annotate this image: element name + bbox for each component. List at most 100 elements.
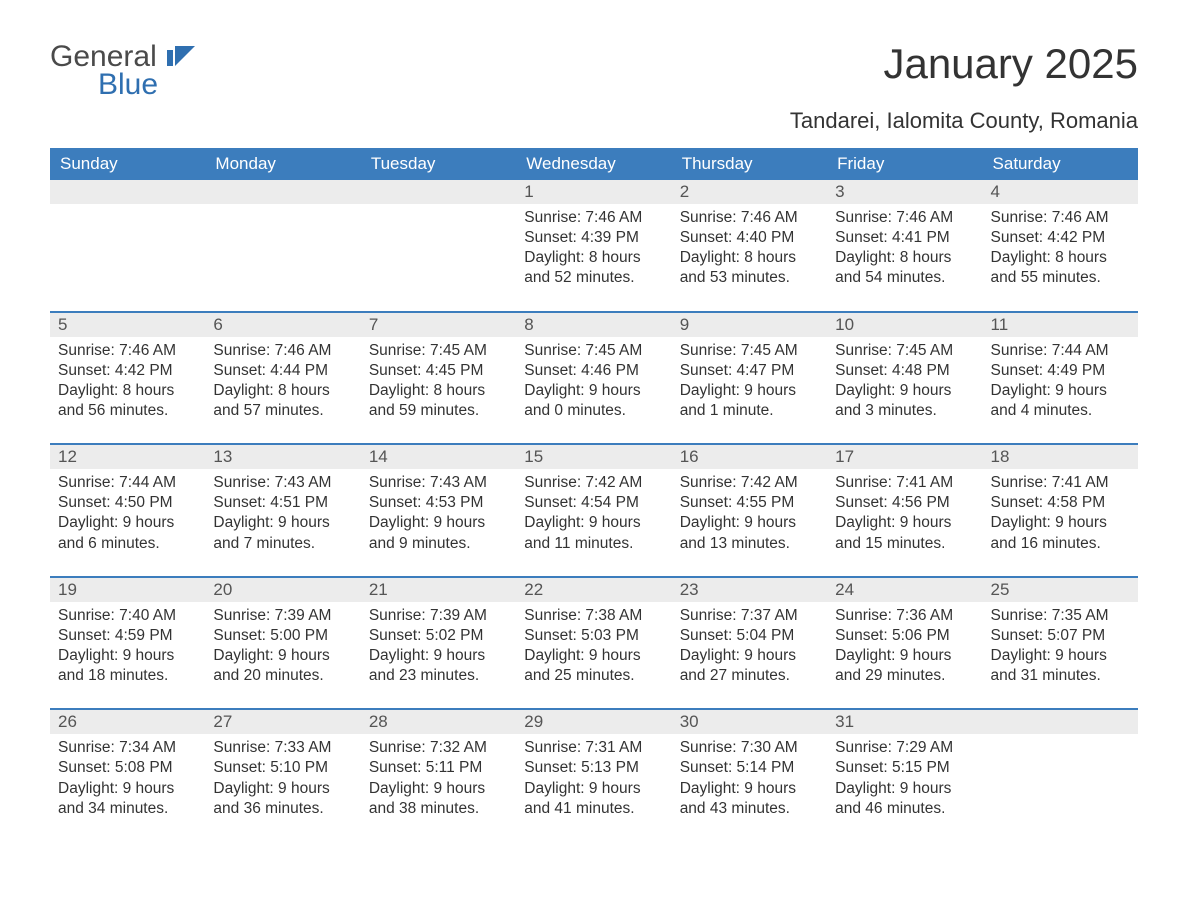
day-cell: 26Sunrise: 7:34 AMSunset: 5:08 PMDayligh… [50, 710, 205, 827]
day-sunrise: Sunrise: 7:38 AM [524, 606, 663, 626]
day-body: Sunrise: 7:46 AMSunset: 4:40 PMDaylight:… [672, 204, 827, 297]
day-sunset: Sunset: 5:15 PM [835, 758, 974, 778]
day-sunrise: Sunrise: 7:40 AM [58, 606, 197, 626]
day-body: Sunrise: 7:46 AMSunset: 4:42 PMDaylight:… [50, 337, 205, 430]
day-body: Sunrise: 7:44 AMSunset: 4:50 PMDaylight:… [50, 469, 205, 562]
day-sunrise: Sunrise: 7:44 AM [58, 473, 197, 493]
day-number: 23 [672, 578, 827, 602]
day-body: Sunrise: 7:29 AMSunset: 5:15 PMDaylight:… [827, 734, 982, 827]
weekday-header-cell: Saturday [983, 148, 1138, 180]
day-sunset: Sunset: 4:45 PM [369, 361, 508, 381]
day-number: 12 [50, 445, 205, 469]
day-cell: 2Sunrise: 7:46 AMSunset: 4:40 PMDaylight… [672, 180, 827, 297]
day-sunset: Sunset: 5:08 PM [58, 758, 197, 778]
day-body: Sunrise: 7:46 AMSunset: 4:42 PMDaylight:… [983, 204, 1138, 297]
day-cell: 24Sunrise: 7:36 AMSunset: 5:06 PMDayligh… [827, 578, 982, 695]
day-sunrise: Sunrise: 7:45 AM [524, 341, 663, 361]
day-d1: Daylight: 9 hours [835, 513, 974, 533]
day-cell: 21Sunrise: 7:39 AMSunset: 5:02 PMDayligh… [361, 578, 516, 695]
day-sunrise: Sunrise: 7:46 AM [835, 208, 974, 228]
day-sunrise: Sunrise: 7:35 AM [991, 606, 1130, 626]
day-d1: Daylight: 9 hours [369, 513, 508, 533]
day-sunset: Sunset: 5:14 PM [680, 758, 819, 778]
day-number: 8 [516, 313, 671, 337]
day-number: 16 [672, 445, 827, 469]
day-sunrise: Sunrise: 7:45 AM [835, 341, 974, 361]
day-d1: Daylight: 9 hours [58, 646, 197, 666]
day-d2: and 11 minutes. [524, 534, 663, 554]
day-d2: and 46 minutes. [835, 799, 974, 819]
day-number: 20 [205, 578, 360, 602]
day-d1: Daylight: 9 hours [835, 381, 974, 401]
day-sunrise: Sunrise: 7:46 AM [213, 341, 352, 361]
day-d2: and 27 minutes. [680, 666, 819, 686]
day-number: 10 [827, 313, 982, 337]
day-d2: and 52 minutes. [524, 268, 663, 288]
day-number: 27 [205, 710, 360, 734]
day-sunrise: Sunrise: 7:36 AM [835, 606, 974, 626]
day-number: 14 [361, 445, 516, 469]
day-sunrise: Sunrise: 7:44 AM [991, 341, 1130, 361]
day-body: Sunrise: 7:38 AMSunset: 5:03 PMDaylight:… [516, 602, 671, 695]
day-d2: and 7 minutes. [213, 534, 352, 554]
day-body: Sunrise: 7:39 AMSunset: 5:02 PMDaylight:… [361, 602, 516, 695]
day-d2: and 20 minutes. [213, 666, 352, 686]
day-body: Sunrise: 7:46 AMSunset: 4:39 PMDaylight:… [516, 204, 671, 297]
day-cell: 17Sunrise: 7:41 AMSunset: 4:56 PMDayligh… [827, 445, 982, 562]
day-cell: 20Sunrise: 7:39 AMSunset: 5:00 PMDayligh… [205, 578, 360, 695]
day-d1: Daylight: 8 hours [213, 381, 352, 401]
day-sunset: Sunset: 4:47 PM [680, 361, 819, 381]
day-d2: and 59 minutes. [369, 401, 508, 421]
day-sunset: Sunset: 4:39 PM [524, 228, 663, 248]
day-cell [205, 180, 360, 297]
day-number: 29 [516, 710, 671, 734]
day-body: Sunrise: 7:46 AMSunset: 4:44 PMDaylight:… [205, 337, 360, 430]
day-d2: and 0 minutes. [524, 401, 663, 421]
day-number: 22 [516, 578, 671, 602]
day-d2: and 1 minute. [680, 401, 819, 421]
day-sunset: Sunset: 4:58 PM [991, 493, 1130, 513]
day-sunset: Sunset: 4:40 PM [680, 228, 819, 248]
day-body: Sunrise: 7:41 AMSunset: 4:58 PMDaylight:… [983, 469, 1138, 562]
day-cell: 15Sunrise: 7:42 AMSunset: 4:54 PMDayligh… [516, 445, 671, 562]
day-cell: 11 Sunrise: 7:44 AMSunset: 4:49 PMDayligh… [983, 313, 1138, 430]
day-number: 19 [50, 578, 205, 602]
day-d2: and 43 minutes. [680, 799, 819, 819]
day-cell: 6Sunrise: 7:46 AMSunset: 4:44 PMDaylight… [205, 313, 360, 430]
day-sunset: Sunset: 5:10 PM [213, 758, 352, 778]
day-d1: Daylight: 9 hours [991, 381, 1130, 401]
day-d1: Daylight: 8 hours [369, 381, 508, 401]
day-body: Sunrise: 7:45 AMSunset: 4:45 PMDaylight:… [361, 337, 516, 430]
day-body: Sunrise: 7:46 AMSunset: 4:41 PMDaylight:… [827, 204, 982, 297]
day-sunset: Sunset: 5:03 PM [524, 626, 663, 646]
day-number: 11 [983, 313, 1138, 337]
day-d1: Daylight: 9 hours [835, 646, 974, 666]
day-sunrise: Sunrise: 7:37 AM [680, 606, 819, 626]
day-sunset: Sunset: 4:49 PM [991, 361, 1130, 381]
day-sunset: Sunset: 4:46 PM [524, 361, 663, 381]
day-body: Sunrise: 7:45 AMSunset: 4:48 PMDaylight:… [827, 337, 982, 430]
day-d1: Daylight: 9 hours [213, 646, 352, 666]
day-d1: Daylight: 9 hours [58, 779, 197, 799]
weekday-header-cell: Monday [205, 148, 360, 180]
day-body: Sunrise: 7:32 AMSunset: 5:11 PMDaylight:… [361, 734, 516, 827]
day-sunrise: Sunrise: 7:32 AM [369, 738, 508, 758]
day-body: Sunrise: 7:34 AMSunset: 5:08 PMDaylight:… [50, 734, 205, 827]
day-sunset: Sunset: 5:02 PM [369, 626, 508, 646]
day-cell: 23Sunrise: 7:37 AMSunset: 5:04 PMDayligh… [672, 578, 827, 695]
day-d1: Daylight: 9 hours [524, 779, 663, 799]
day-body: Sunrise: 7:43 AMSunset: 4:51 PMDaylight:… [205, 469, 360, 562]
day-number: 21 [361, 578, 516, 602]
week-row: 19Sunrise: 7:40 AMSunset: 4:59 PMDayligh… [50, 576, 1138, 695]
day-number: 4 [983, 180, 1138, 204]
day-d1: Daylight: 9 hours [524, 646, 663, 666]
day-sunrise: Sunrise: 7:45 AM [680, 341, 819, 361]
day-sunrise: Sunrise: 7:46 AM [991, 208, 1130, 228]
empty-day-number [361, 180, 516, 204]
day-number: 31 [827, 710, 982, 734]
day-cell: 28Sunrise: 7:32 AMSunset: 5:11 PMDayligh… [361, 710, 516, 827]
day-cell: 13Sunrise: 7:43 AMSunset: 4:51 PMDayligh… [205, 445, 360, 562]
day-number: 15 [516, 445, 671, 469]
day-cell: 18Sunrise: 7:41 AMSunset: 4:58 PMDayligh… [983, 445, 1138, 562]
weekday-header-cell: Thursday [672, 148, 827, 180]
